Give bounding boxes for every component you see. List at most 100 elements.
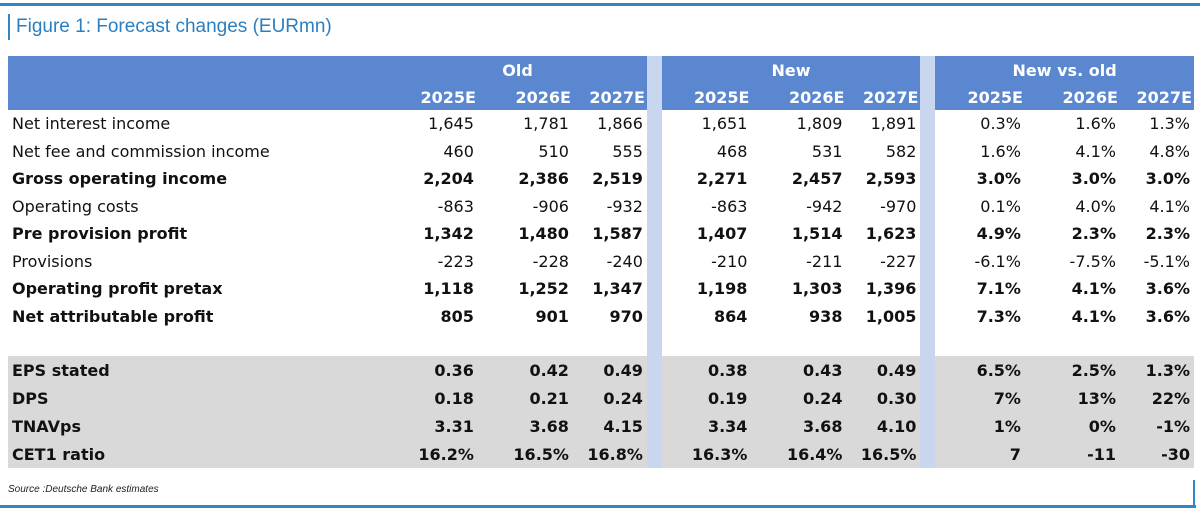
spacer-cell: [478, 330, 573, 356]
spacer-cell: [1120, 330, 1194, 356]
column-gap: [920, 56, 936, 84]
value-cell-old: -228: [532, 251, 569, 271]
value-cell-old: 0.42: [477, 356, 573, 384]
value-cell-old: 0.21: [477, 384, 573, 412]
value-cell-new: -227: [880, 251, 917, 271]
row-label: Net attributable profit: [12, 306, 214, 326]
table-row: Net attributable profit 805 901 970 864 938 1,…: [8, 302, 1194, 330]
value-cell-diff: 0%: [1024, 412, 1120, 440]
column-gap: [646, 220, 662, 248]
value-cell-new: -942: [806, 196, 843, 216]
right-rule: [1193, 480, 1195, 507]
value-cell-new: 16.3%: [661, 440, 752, 468]
row-label: Pre provision profit: [12, 224, 188, 244]
income-rows: Net interest income 1,645 1,781 1,866 1,651 1…: [8, 110, 1194, 468]
value-cell-diff: 4.1%: [1071, 306, 1116, 326]
year-header: 2025E: [661, 84, 752, 110]
group-header-old: Old: [388, 56, 647, 84]
column-gap: [646, 56, 662, 84]
year-header: 2027E: [1119, 84, 1194, 110]
column-gap: [920, 192, 936, 220]
value-cell-diff: 3.6%: [1145, 279, 1190, 299]
value-cell-new: 1,514: [791, 224, 843, 244]
value-cell-diff: 2.5%: [1024, 356, 1120, 384]
value-cell-new: -970: [880, 196, 917, 216]
column-gap: [646, 192, 662, 220]
column-gap: [920, 84, 936, 110]
value-cell-new: 1,407: [696, 224, 748, 244]
value-cell-new: 0.24: [751, 384, 847, 412]
spacer-cell: [751, 330, 846, 356]
value-cell-old: 3.68: [477, 412, 573, 440]
value-cell-diff: 1.3%: [1149, 114, 1190, 134]
value-cell-diff: 4.1%: [1071, 279, 1116, 299]
column-gap: [646, 275, 662, 303]
column-gap: [646, 110, 662, 138]
table-row: Pre provision profit 1,342 1,480 1,587 1,407…: [8, 220, 1194, 248]
value-cell-old: 970: [609, 306, 643, 326]
column-gap: [920, 165, 936, 193]
year-header: 2025E: [388, 84, 478, 110]
value-cell-new: 1,005: [865, 306, 917, 326]
value-cell-new: 1,623: [865, 224, 917, 244]
value-cell-diff: 3.0%: [1145, 169, 1190, 189]
value-cell-new: 938: [809, 306, 843, 326]
value-cell-diff: 6.5%: [935, 356, 1025, 384]
value-cell-diff: 4.9%: [976, 224, 1021, 244]
column-gap: [646, 384, 662, 412]
year-header: 2026E: [477, 84, 573, 110]
column-gap: [920, 302, 936, 330]
row-label: Net fee and commission income: [12, 141, 270, 161]
column-gap: [646, 412, 662, 440]
value-cell-old: 1,781: [523, 114, 569, 134]
value-cell-old: 2,204: [423, 169, 474, 189]
value-cell-old: -906: [532, 196, 569, 216]
column-gap: [920, 356, 936, 384]
value-cell-new: 16.5%: [846, 440, 921, 468]
column-gap: [920, 247, 936, 275]
value-cell-diff: -30: [1119, 440, 1194, 468]
value-cell-new: 1,396: [865, 279, 917, 299]
spacer-row: [8, 330, 1194, 356]
value-cell-old: 16.8%: [572, 440, 647, 468]
value-cell-diff: 4.1%: [1149, 196, 1190, 216]
value-cell-new: 1,891: [870, 114, 917, 134]
value-cell-old: -932: [606, 196, 643, 216]
value-cell-old: -223: [437, 251, 474, 271]
year-header: 2026E: [751, 84, 847, 110]
value-cell-old: 555: [612, 141, 643, 161]
value-cell-old: 1,252: [518, 279, 569, 299]
column-gap: [920, 220, 936, 248]
value-cell-new: 3.68: [751, 412, 847, 440]
value-cell-old: 1,347: [592, 279, 643, 299]
column-gap: [646, 137, 662, 165]
table-row: Operating profit pretax 1,118 1,252 1,347 1,…: [8, 275, 1194, 303]
forecast-table: Old New New vs. old 2025E 2026E 2027E 20…: [8, 56, 1194, 468]
value-cell-old: -863: [437, 196, 474, 216]
source-note: Source :Deutsche Bank estimates: [8, 484, 159, 495]
value-cell-new: 1,198: [696, 279, 748, 299]
value-cell-diff: 3.6%: [1145, 306, 1190, 326]
per-share-row: EPS stated 0.36 0.42 0.49 0.38 0.43 0.49 6.5% 2.…: [8, 356, 1194, 384]
value-cell-new: 531: [811, 141, 843, 161]
row-label: Gross operating income: [12, 169, 228, 189]
value-cell-diff: -11: [1024, 440, 1120, 468]
spacer-cell: [8, 330, 388, 356]
value-cell-old: 805: [440, 306, 474, 326]
row-label: DPS: [8, 384, 389, 412]
value-cell-diff: 1%: [935, 412, 1025, 440]
value-cell-diff: -1%: [1119, 412, 1194, 440]
value-cell-new: 0.30: [846, 384, 921, 412]
value-cell-new: 468: [716, 141, 748, 161]
value-cell-old: 1,342: [423, 224, 474, 244]
value-cell-new: 16.4%: [751, 440, 847, 468]
value-cell-diff: 7.3%: [976, 306, 1021, 326]
table-row: Gross operating income 2,204 2,386 2,519 2,2…: [8, 165, 1194, 193]
column-gap: [920, 440, 936, 468]
column-gap: [920, 384, 936, 412]
value-cell-old: 2,386: [518, 169, 569, 189]
value-cell-new: 1,651: [701, 114, 748, 134]
row-label: EPS stated: [8, 356, 389, 384]
column-gap: [646, 302, 662, 330]
year-header: 2027E: [846, 84, 921, 110]
